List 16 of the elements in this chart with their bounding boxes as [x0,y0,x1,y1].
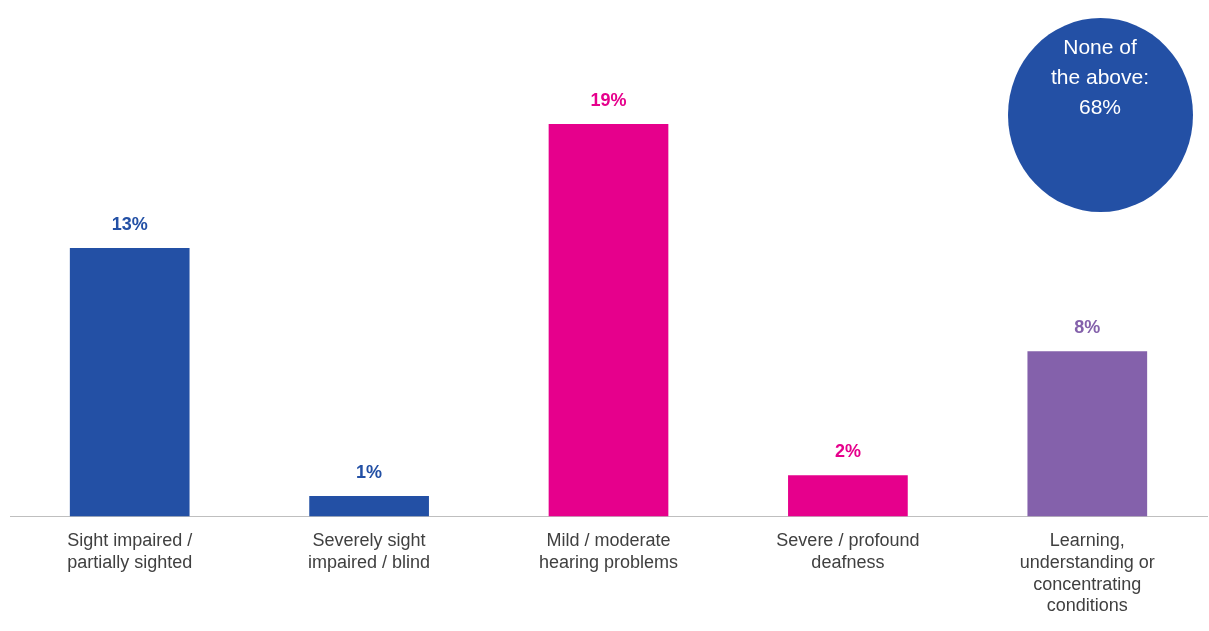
bar [309,495,429,517]
bar [69,247,190,517]
x-tick-label: Severely sight impaired / blind [308,530,431,572]
x-tick-label: Sight impaired / partially sighted [67,530,193,572]
data-label: 1% [356,461,383,482]
data-label: 8% [1074,317,1101,338]
x-tick-label: Mild / moderate hearing problems [538,530,679,572]
x-tick-label: Learning, understanding or concentrating conditions [1019,530,1155,616]
data-label: 2% [834,441,861,462]
data-label: 19% [590,89,627,110]
text: None of the above: 68% [1050,34,1150,120]
bar [1027,351,1148,517]
x-tick-label: Severe / profound deafness [776,530,920,572]
data-label: 13% [111,213,148,234]
bar [788,475,908,517]
bar [548,123,669,517]
